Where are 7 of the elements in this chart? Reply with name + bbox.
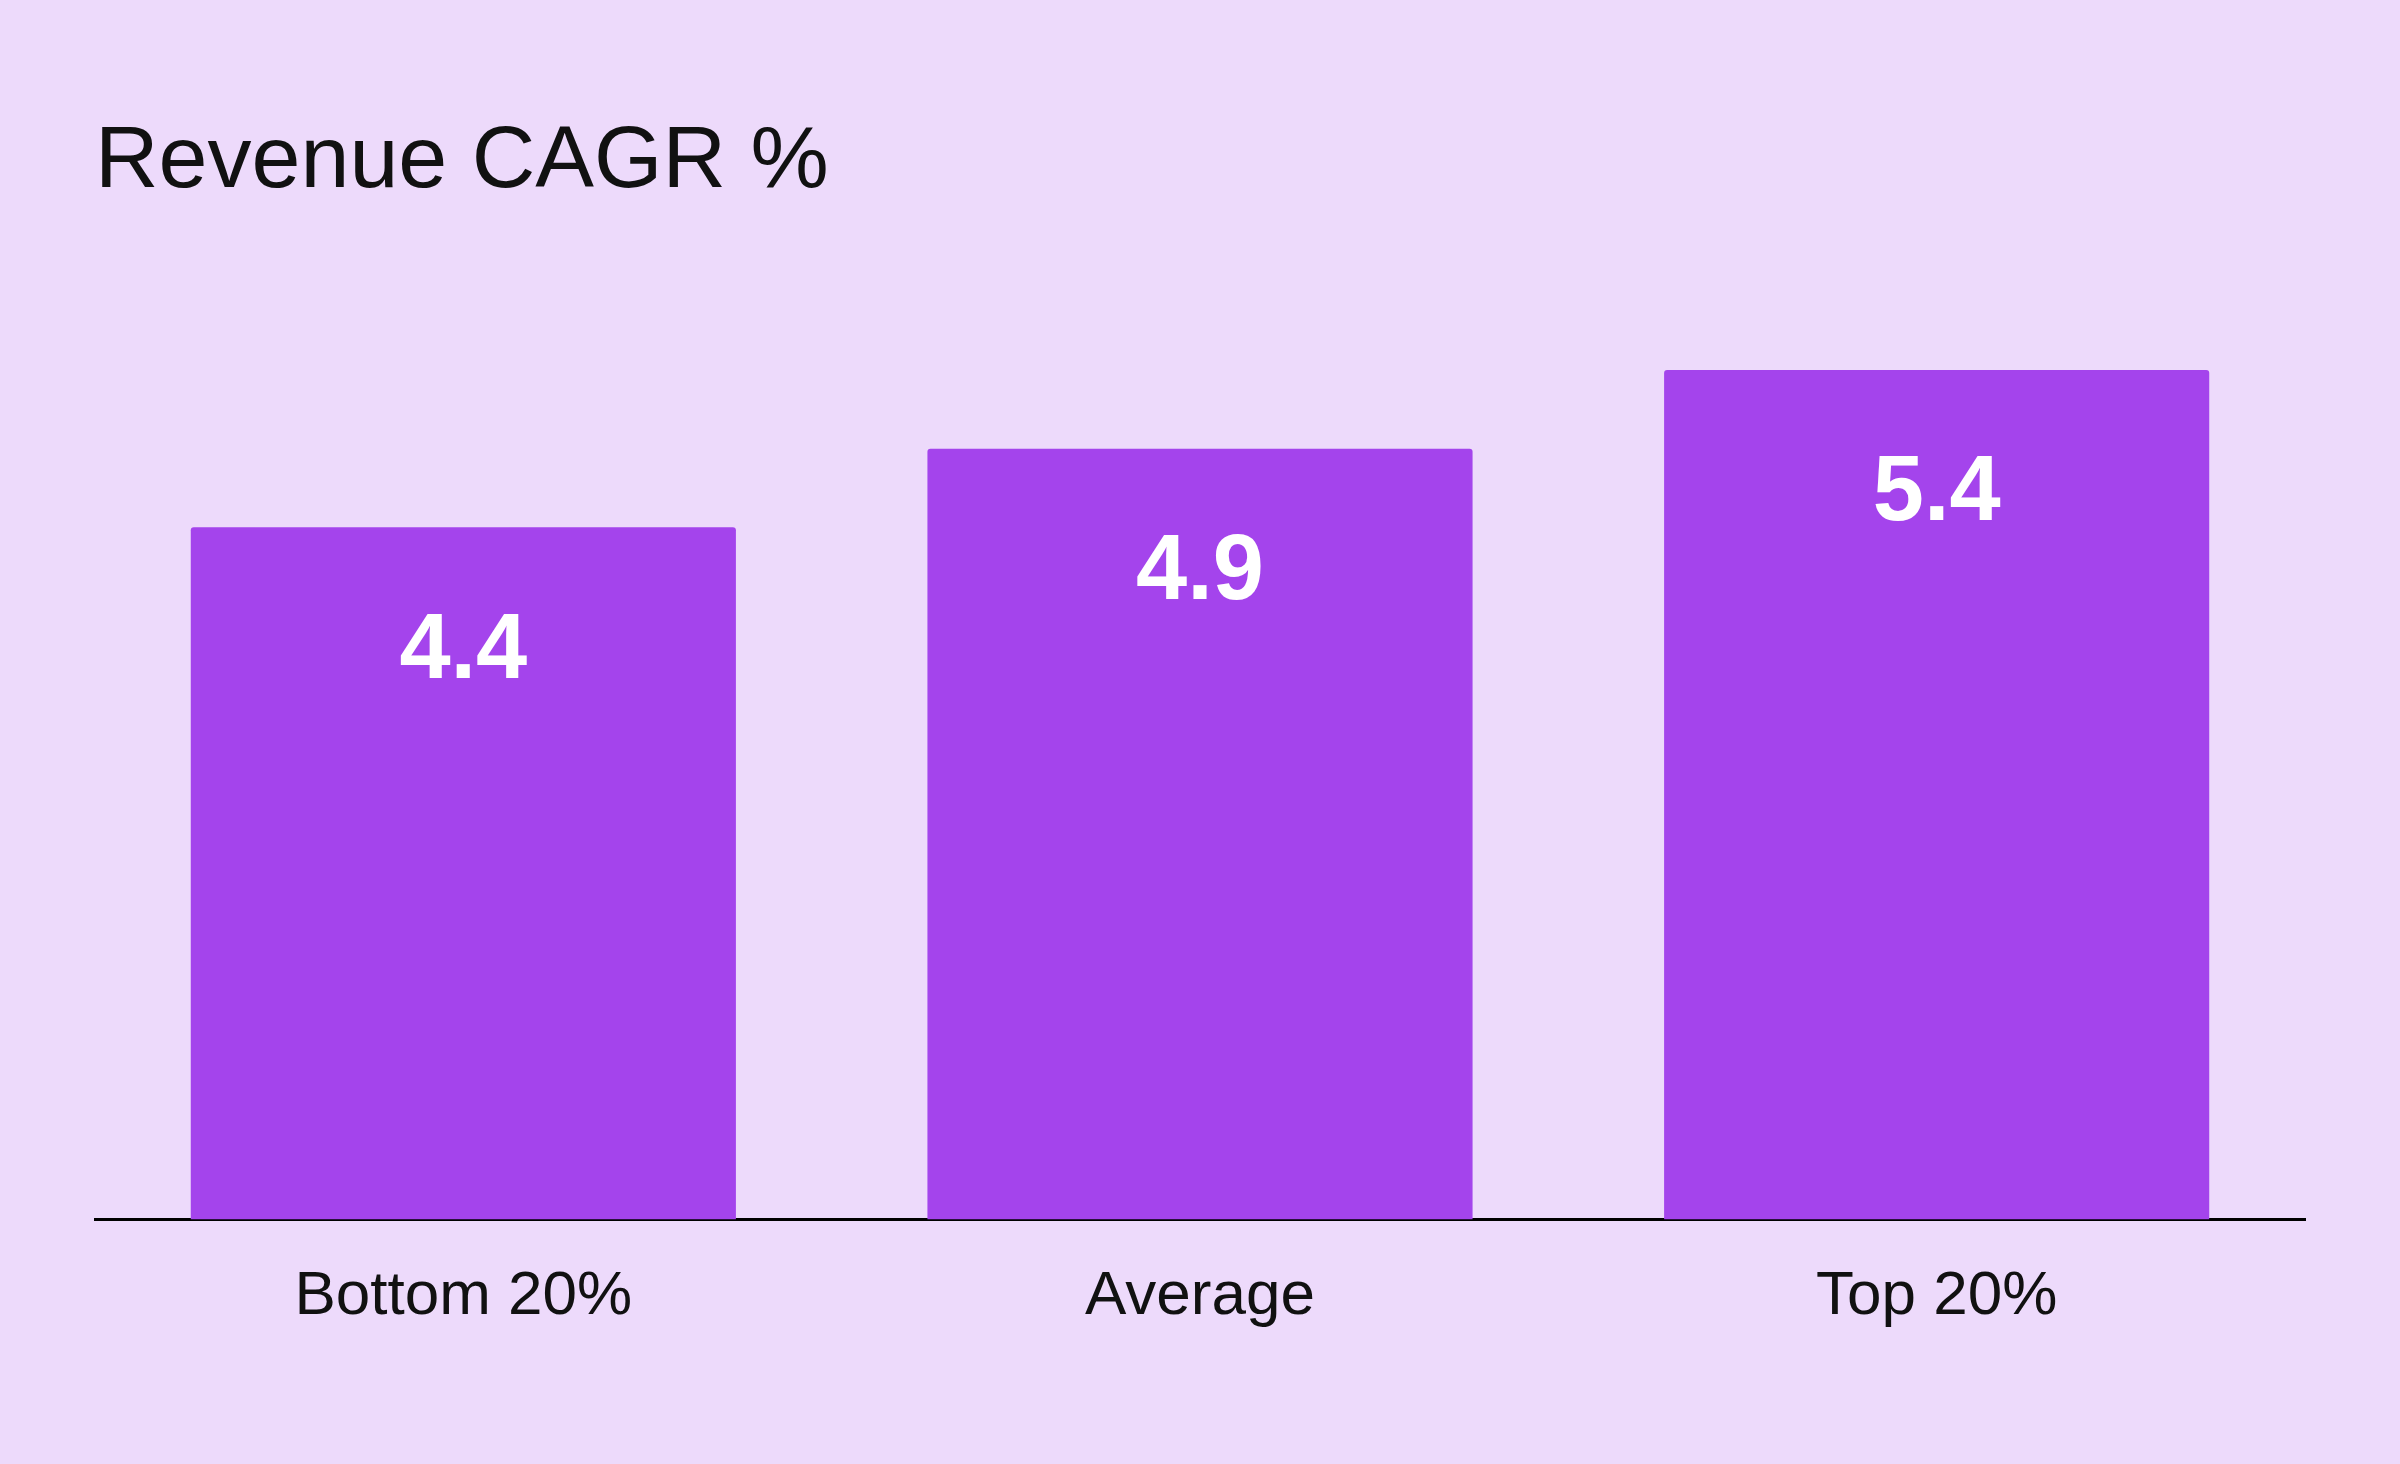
data-label: 4.4 — [399, 594, 528, 697]
data-label: 5.4 — [1872, 437, 2001, 540]
x-tick-label: Average — [1085, 1257, 1315, 1327]
x-tick-label: Bottom 20% — [294, 1257, 633, 1327]
data-label: 4.9 — [1136, 516, 1264, 619]
chart-title: Revenue CAGR % — [95, 107, 829, 207]
x-tick-label: Top 20% — [1816, 1257, 2058, 1327]
